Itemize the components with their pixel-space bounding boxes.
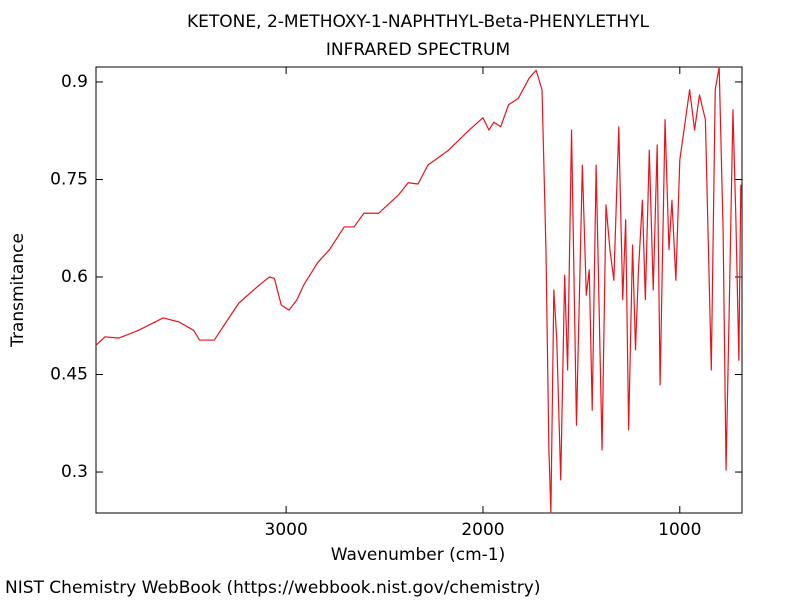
footer: NIST Chemistry WebBook (https://webbook.… (5, 578, 540, 598)
y-tick-label: 0.75 (50, 169, 88, 189)
chart-title: KETONE, 2-METHOXY-1-NAPHTHYL-Beta-PHENYL… (187, 12, 649, 32)
x-tick-label: 1000 (658, 520, 701, 540)
spectrum-line (95, 66, 742, 514)
y-axis-label: Transmitance (8, 233, 28, 348)
x-axis-label: Wavenumber (cm-1) (331, 545, 506, 565)
y-tick-label: 0.6 (61, 267, 88, 287)
chart-subtitle: INFRARED SPECTRUM (326, 40, 510, 60)
y-tick-label: 0.9 (61, 72, 88, 92)
y-tick-label: 0.3 (61, 462, 88, 482)
y-tick-label: 0.45 (50, 365, 88, 385)
x-tick-label: 3000 (265, 520, 308, 540)
x-tick-label: 2000 (461, 520, 504, 540)
plot-frame (95, 66, 743, 514)
